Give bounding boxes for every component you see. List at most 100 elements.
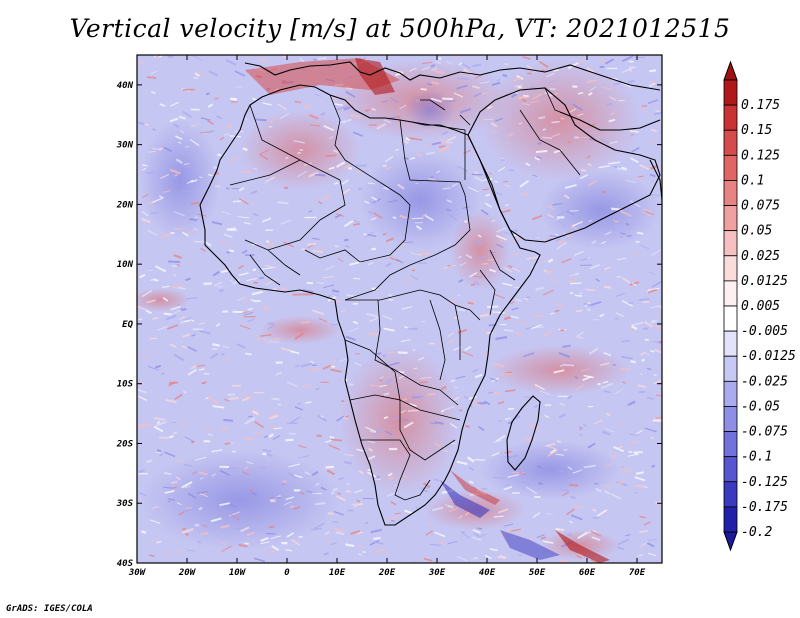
speckle-mark — [491, 452, 500, 457]
speckle-mark — [178, 510, 185, 516]
speckle-mark — [609, 140, 618, 145]
speckle-mark — [440, 385, 447, 391]
colorbar-bottom-arrow — [723, 531, 738, 552]
speckle-mark — [273, 427, 282, 430]
speckle-mark — [387, 199, 398, 203]
credit-text: GrADS: IGES/COLA — [6, 604, 93, 614]
speckle-mark — [543, 269, 548, 273]
speckle-mark — [142, 164, 148, 167]
speckle-mark — [575, 331, 584, 338]
speckle-mark — [494, 117, 504, 122]
speckle-mark — [151, 127, 157, 132]
speckle-mark — [602, 430, 611, 436]
speckle-mark — [569, 520, 573, 524]
speckle-mark — [546, 72, 555, 78]
speckle-mark — [461, 63, 471, 70]
y-tick-label: 10S — [117, 380, 134, 390]
x-tick-label: 20E — [378, 568, 396, 578]
speckle-mark — [551, 133, 561, 138]
speckle-mark — [600, 240, 606, 245]
speckle-mark — [174, 393, 183, 401]
speckle-mark — [549, 448, 557, 454]
speckle-mark — [158, 436, 169, 439]
speckle-mark — [574, 272, 580, 276]
speckle-mark — [553, 68, 559, 72]
speckle-mark — [507, 473, 520, 478]
speckle-mark — [621, 277, 631, 284]
speckle-mark — [509, 528, 521, 533]
speckle-mark — [238, 198, 249, 205]
x-tick-label: 30W — [128, 568, 147, 578]
y-tick-label: 30N — [116, 141, 134, 151]
speckle-mark — [617, 446, 623, 449]
speckle-mark — [181, 527, 187, 531]
speckle-mark — [187, 346, 197, 352]
speckle-mark — [462, 206, 470, 209]
speckle-mark — [588, 219, 592, 223]
speckle-mark — [275, 371, 283, 376]
speckle-mark — [285, 156, 289, 160]
speckle-mark — [254, 420, 265, 429]
speckle-mark — [444, 264, 456, 269]
speckle-mark — [159, 103, 166, 107]
speckle-mark — [184, 532, 189, 536]
speckle-mark — [485, 193, 491, 197]
speckle-mark — [367, 182, 375, 185]
colorbar-swatch — [723, 431, 738, 458]
speckle-mark — [255, 430, 265, 434]
speckle-mark — [583, 464, 596, 469]
speckle-mark — [178, 425, 185, 429]
speckle-mark — [197, 491, 208, 495]
speckle-mark — [200, 247, 206, 252]
speckle-mark — [367, 455, 376, 461]
speckle-mark — [434, 61, 442, 65]
speckle-mark — [198, 471, 208, 476]
speckle-mark — [211, 473, 217, 477]
speckle-mark — [174, 227, 183, 231]
speckle-mark — [309, 114, 319, 120]
speckle-mark — [159, 453, 164, 457]
speckle-mark — [407, 409, 419, 412]
speckle-mark — [420, 88, 427, 91]
speckle-mark — [214, 185, 221, 188]
speckle-mark — [228, 396, 239, 400]
speckle-mark — [459, 261, 467, 267]
speckle-mark — [631, 282, 637, 286]
speckle-mark — [342, 417, 348, 420]
speckle-mark — [495, 336, 508, 341]
speckle-mark — [323, 124, 335, 132]
speckle-mark — [177, 286, 186, 290]
speckle-mark — [477, 527, 483, 530]
speckle-mark — [268, 433, 274, 439]
speckle-mark — [356, 448, 366, 452]
speckle-mark — [286, 422, 298, 425]
speckle-mark — [287, 471, 298, 479]
speckle-mark — [331, 292, 340, 297]
speckle-mark — [422, 143, 431, 147]
speckle-mark — [337, 119, 346, 125]
iran-coastline — [559, 111, 661, 131]
colorbar-swatch — [723, 305, 738, 332]
speckle-mark — [474, 275, 483, 278]
speckle-mark — [629, 200, 641, 208]
speckle-mark — [639, 163, 650, 171]
speckle-mark — [457, 509, 465, 514]
speckle-mark — [570, 99, 576, 102]
speckle-mark — [602, 484, 612, 487]
speckle-mark — [431, 141, 442, 146]
speckle-mark — [198, 506, 203, 511]
speckle-mark — [261, 267, 273, 270]
speckle-mark — [267, 412, 278, 419]
speckle-mark — [185, 277, 191, 282]
speckle-mark — [409, 67, 417, 72]
speckle-mark — [438, 137, 450, 146]
speckle-mark — [263, 435, 269, 439]
speckle-mark — [430, 422, 437, 425]
speckle-mark — [146, 299, 156, 304]
speckle-mark — [461, 351, 474, 357]
speckle-mark — [176, 263, 181, 267]
speckle-mark — [495, 234, 507, 241]
speckle-mark — [183, 319, 191, 323]
speckle-mark — [322, 275, 335, 279]
speckle-mark — [522, 352, 535, 358]
